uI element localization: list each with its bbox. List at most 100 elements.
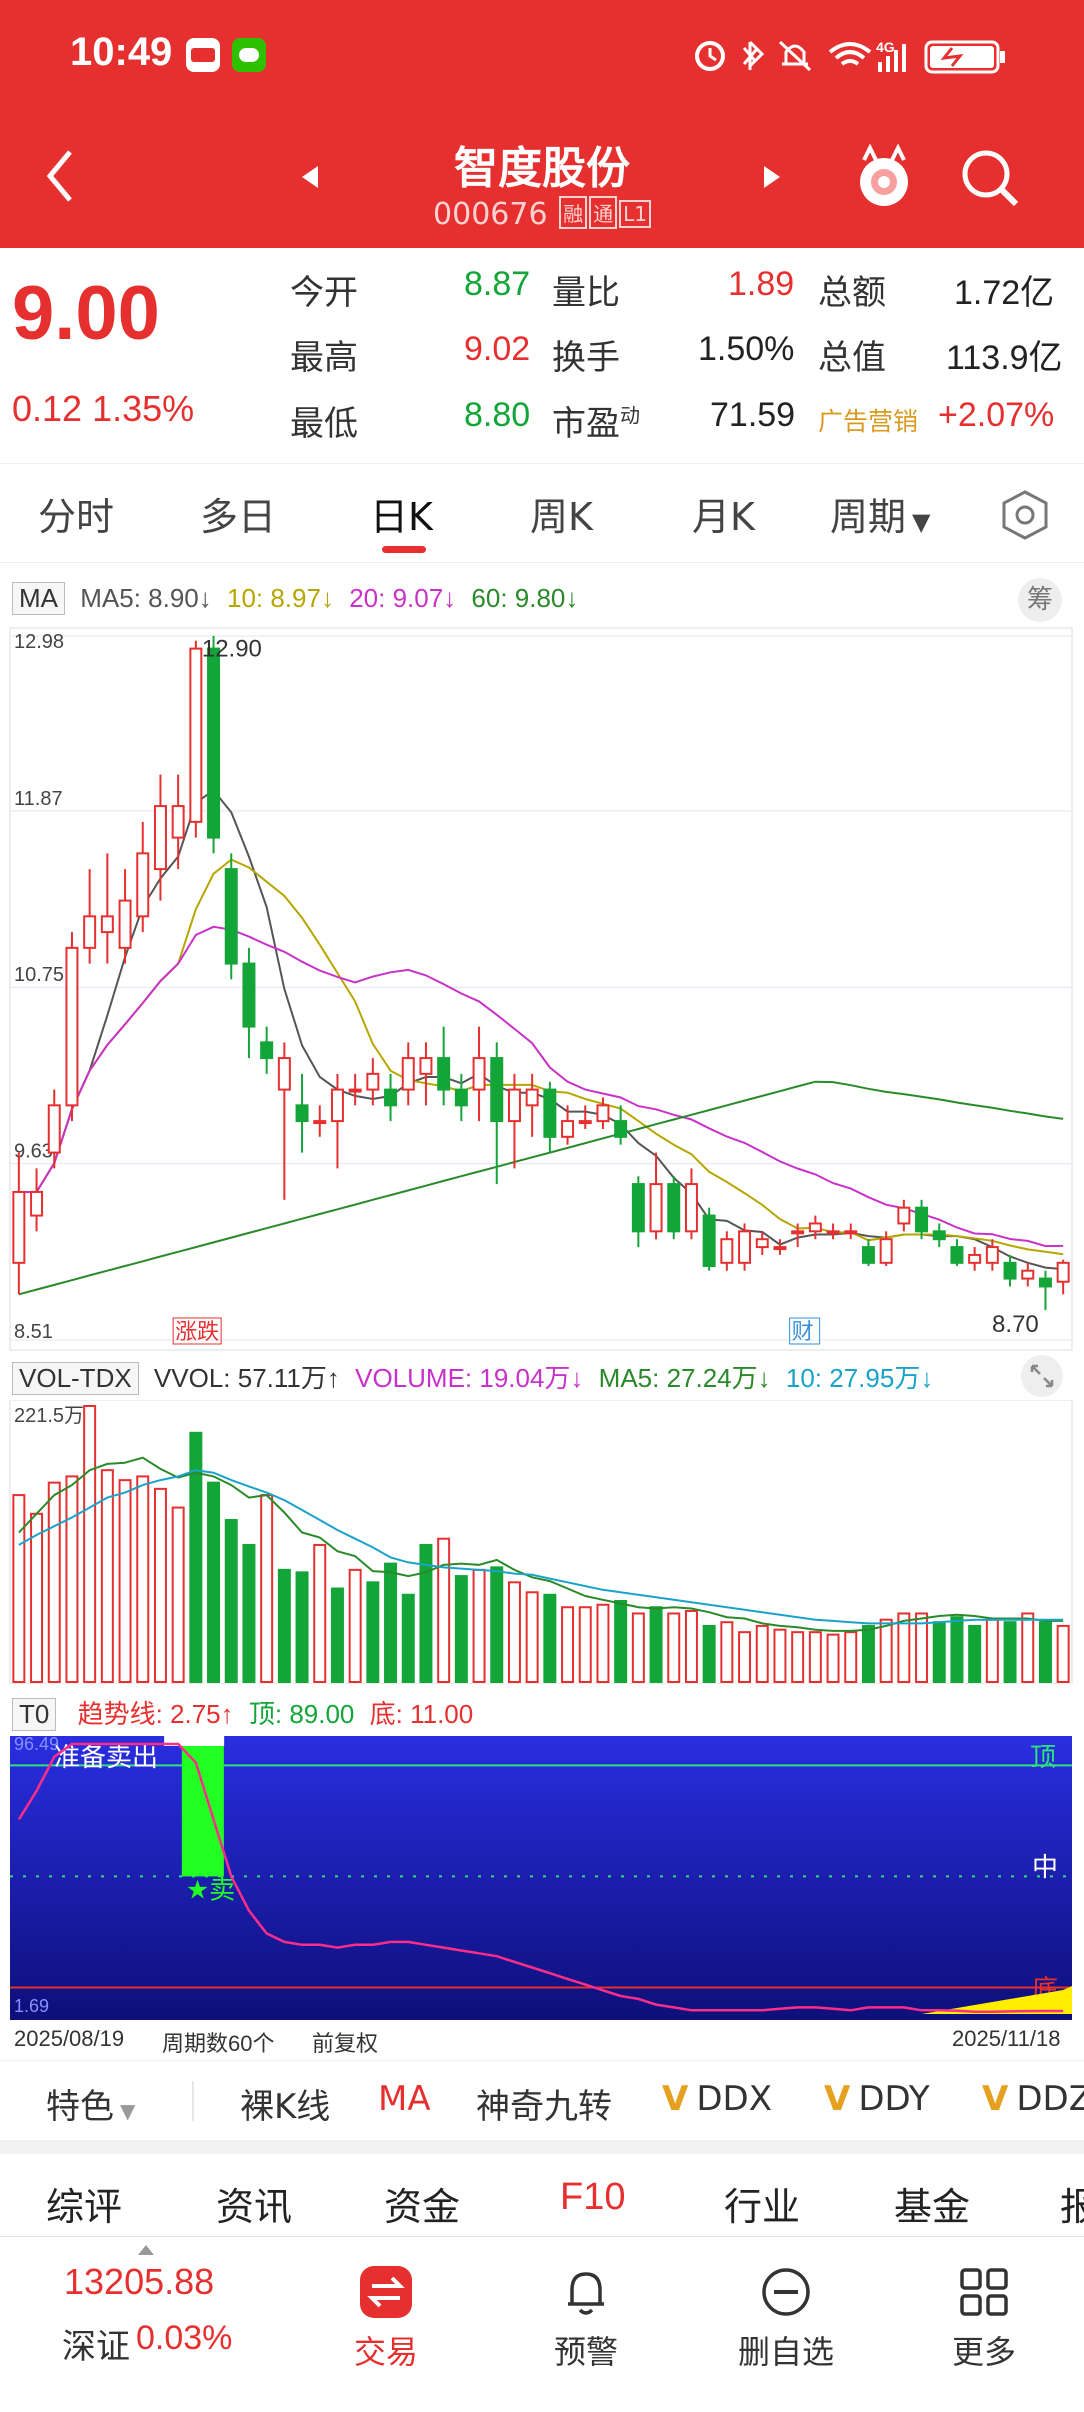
feature-ddx[interactable]: V DDX bbox=[662, 2079, 772, 2119]
volume-bar bbox=[454, 1575, 468, 1684]
candle bbox=[12, 1152, 26, 1295]
volume-bar bbox=[667, 1612, 681, 1683]
sector-change: +2.07% bbox=[938, 396, 1055, 434]
tab-report[interactable]: 报 bbox=[1060, 2185, 1084, 2229]
volume-chart[interactable]: 221.5万 bbox=[0, 1400, 1084, 1684]
tab-industry[interactable]: 行业 bbox=[724, 2185, 801, 2229]
volume-bar bbox=[614, 1600, 628, 1683]
candle bbox=[242, 947, 256, 1059]
turnover-label: 换手 bbox=[552, 339, 620, 377]
volume-bar bbox=[136, 1475, 150, 1683]
tab-news[interactable]: 资讯 bbox=[216, 2185, 293, 2229]
feature-ddz[interactable]: V DDZ bbox=[982, 2079, 1084, 2119]
kline-chart[interactable]: 12.98 11.87 10.75 9.63 8.51 12.90 8.70 涨跌 财 bbox=[0, 624, 1084, 1354]
tab-period[interactable]: 周期 ▼ bbox=[830, 495, 931, 539]
candle bbox=[844, 1223, 858, 1240]
candle-body bbox=[65, 946, 79, 1107]
mascot-icon[interactable] bbox=[852, 142, 916, 212]
nav-more[interactable]: 更多 bbox=[914, 2257, 1054, 2373]
nav-remove-watchlist[interactable]: 删自选 bbox=[716, 2257, 856, 2373]
tab-review[interactable]: 综评 bbox=[46, 2185, 123, 2229]
t0-signal-cap bbox=[164, 1736, 225, 1746]
candle-body bbox=[543, 1088, 557, 1138]
volume-bar bbox=[543, 1593, 557, 1683]
info-tabs: 综评 资讯 资金 F10 行业 基金 报 bbox=[0, 2154, 1084, 2234]
t0-signal-text: 准备卖出 bbox=[54, 1743, 158, 1773]
start-date: 2025/08/19 bbox=[14, 2026, 125, 2051]
tab-weekly-k[interactable]: 周K bbox=[530, 495, 593, 539]
status-time: 10:49 bbox=[70, 30, 173, 74]
chip-button[interactable]: 筹 bbox=[1018, 578, 1062, 622]
volume-bar bbox=[773, 1628, 787, 1683]
tab-daily-k[interactable]: 日K bbox=[370, 495, 433, 539]
tab-f10[interactable]: F10 bbox=[560, 2176, 626, 2218]
candle bbox=[419, 1042, 433, 1106]
volume-bar bbox=[596, 1603, 610, 1683]
stock-name: 智度股份 bbox=[454, 143, 630, 194]
candle-body bbox=[83, 915, 97, 949]
candle-body bbox=[313, 1120, 327, 1125]
margin-tag: 融 bbox=[559, 196, 588, 229]
prev-stock-icon[interactable] bbox=[298, 162, 322, 192]
t0-selector[interactable]: T0 bbox=[12, 1698, 57, 1731]
feature-naked-k[interactable]: 裸K线 bbox=[240, 2087, 331, 2127]
candle-body bbox=[47, 1104, 61, 1154]
candle bbox=[684, 1168, 698, 1240]
adjust-mode: 前复权 bbox=[312, 2031, 379, 2056]
volume-bar bbox=[985, 1618, 999, 1683]
vip-icon: V bbox=[824, 2079, 851, 2119]
tab-multiday[interactable]: 多日 bbox=[200, 495, 277, 539]
candle-body bbox=[366, 1072, 380, 1091]
candle-body bbox=[773, 1246, 787, 1251]
vvol-value: VVOL: 57.11万↑ bbox=[153, 1363, 340, 1393]
candle bbox=[153, 774, 167, 901]
candle-body bbox=[861, 1246, 875, 1264]
vol-ma5-line bbox=[18, 1456, 1064, 1632]
tab-monthly-k[interactable]: 月K bbox=[692, 495, 755, 539]
candle-body bbox=[561, 1120, 575, 1138]
candle bbox=[879, 1231, 893, 1266]
settings-hexagon-icon[interactable] bbox=[998, 488, 1052, 542]
tab-fund[interactable]: 基金 bbox=[894, 2185, 971, 2229]
index-value[interactable]: 13205.88 bbox=[64, 2261, 215, 2302]
volume-value: VOLUME: 19.04万↓ bbox=[355, 1363, 584, 1393]
candle-body bbox=[649, 1183, 663, 1233]
t0-mid-label: 中 bbox=[1032, 1853, 1058, 1883]
vol-selector[interactable]: VOL-TDX bbox=[12, 1362, 139, 1395]
connect-tag: 通 bbox=[589, 196, 618, 229]
candle-body bbox=[667, 1183, 681, 1233]
search-icon[interactable] bbox=[958, 146, 1022, 210]
volume-bar bbox=[1056, 1624, 1070, 1683]
volume-bar bbox=[844, 1631, 858, 1684]
candle bbox=[755, 1231, 769, 1255]
candle-body bbox=[153, 805, 167, 871]
next-stock-icon[interactable] bbox=[760, 162, 784, 192]
sector-link[interactable]: 广告营销 bbox=[818, 408, 919, 436]
feature-ma[interactable]: MA bbox=[378, 2079, 431, 2119]
ma5-line bbox=[18, 788, 1064, 1271]
candle-body bbox=[808, 1222, 822, 1233]
ma-selector[interactable]: MA bbox=[12, 582, 65, 615]
candle-body bbox=[295, 1104, 309, 1123]
candle-body bbox=[490, 1057, 504, 1123]
candle bbox=[702, 1207, 716, 1271]
expand-icon[interactable] bbox=[1020, 1354, 1064, 1398]
price-tick-label: 8.51 bbox=[14, 1321, 53, 1343]
tab-intraday[interactable]: 分时 bbox=[38, 495, 115, 539]
candle bbox=[897, 1199, 911, 1232]
tab-funds[interactable]: 资金 bbox=[384, 2185, 461, 2229]
limit-marker: 涨跌 bbox=[175, 1320, 219, 1345]
feature-special[interactable]: 特色 ▼ bbox=[46, 2087, 136, 2127]
nav-alert[interactable]: 预警 bbox=[516, 2257, 656, 2373]
candle-body bbox=[12, 1190, 26, 1264]
candle-body bbox=[1038, 1277, 1052, 1288]
nav-trade[interactable]: 交易 bbox=[316, 2257, 456, 2373]
feature-ddy[interactable]: V DDY bbox=[824, 2079, 930, 2119]
volume-bar bbox=[968, 1624, 982, 1683]
feature-magic-nine[interactable]: 神奇九转 bbox=[476, 2087, 612, 2127]
candle-body bbox=[207, 647, 221, 839]
back-icon[interactable] bbox=[40, 146, 80, 206]
volume-bar bbox=[1021, 1612, 1035, 1683]
volume-bar bbox=[791, 1631, 805, 1684]
